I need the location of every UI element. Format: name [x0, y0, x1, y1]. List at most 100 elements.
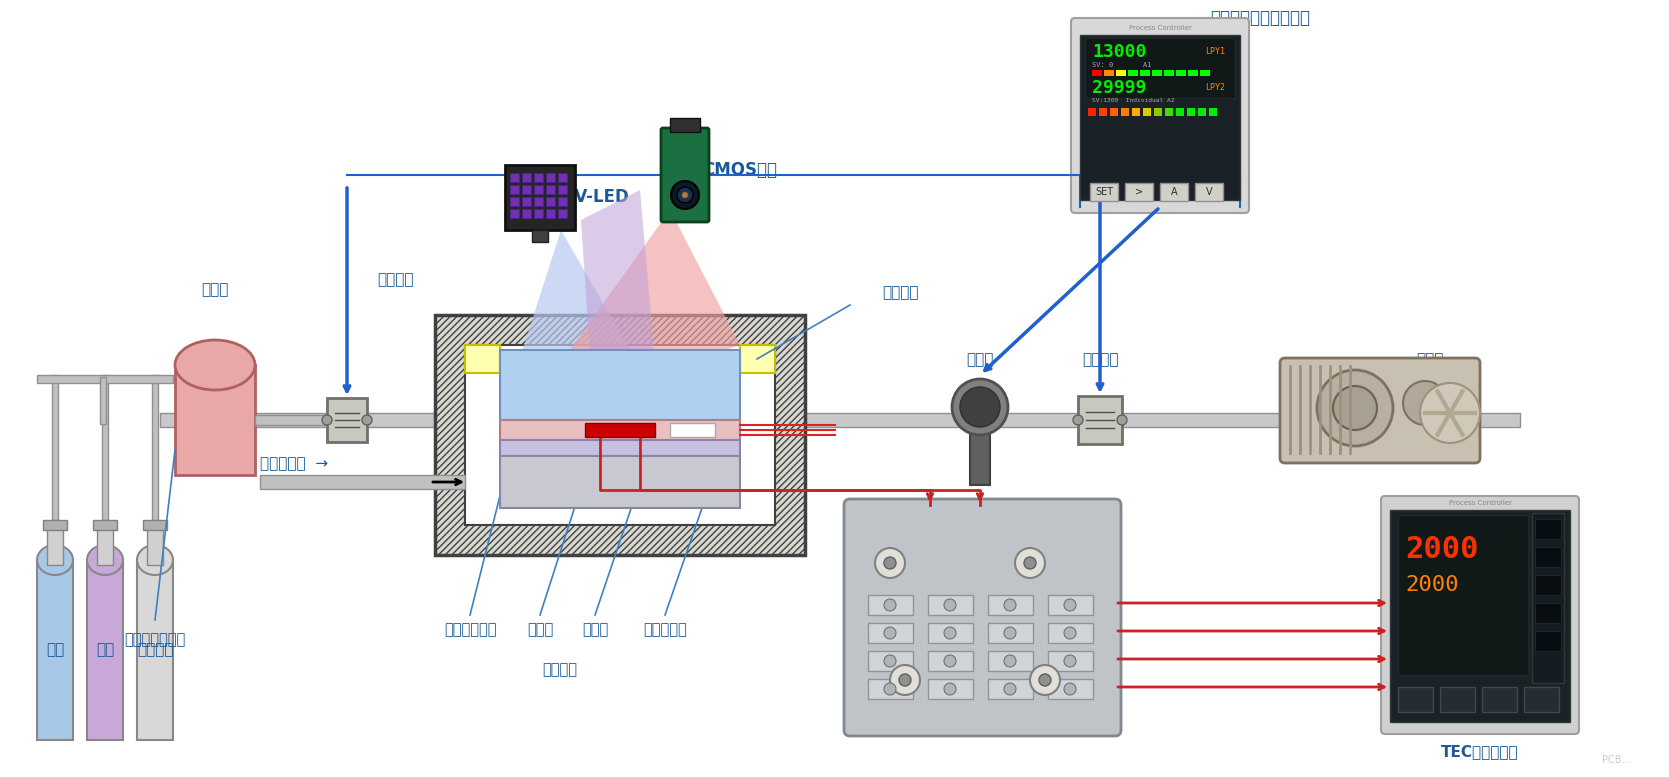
- Circle shape: [1065, 627, 1077, 639]
- Bar: [1208, 108, 1217, 116]
- Bar: [1103, 70, 1113, 76]
- Circle shape: [885, 655, 896, 667]
- Text: SET: SET: [1095, 187, 1113, 197]
- Bar: [1117, 70, 1127, 76]
- Bar: [1048, 595, 1093, 615]
- Bar: [466, 345, 501, 373]
- Bar: [1390, 510, 1571, 722]
- Circle shape: [951, 379, 1008, 435]
- Bar: [97, 525, 113, 565]
- Circle shape: [875, 548, 905, 578]
- Bar: [1177, 108, 1183, 116]
- Bar: [501, 440, 739, 456]
- Circle shape: [945, 683, 956, 695]
- Bar: [988, 595, 1033, 615]
- Text: 压力计: 压力计: [966, 353, 993, 368]
- Text: V: V: [1205, 187, 1212, 197]
- Circle shape: [1025, 557, 1036, 569]
- Text: SV: 0       A1: SV: 0 A1: [1092, 62, 1152, 68]
- Ellipse shape: [175, 340, 255, 390]
- Bar: [557, 185, 567, 194]
- Bar: [1399, 515, 1529, 675]
- Text: 电动针阀: 电动针阀: [377, 273, 414, 287]
- Ellipse shape: [37, 545, 73, 575]
- Bar: [175, 365, 255, 475]
- Text: SV:1300  Individual A2: SV:1300 Individual A2: [1092, 97, 1175, 103]
- Circle shape: [1005, 627, 1016, 639]
- Bar: [1125, 183, 1153, 201]
- Text: 混气罐: 混气罐: [202, 283, 229, 298]
- Bar: [1200, 70, 1210, 76]
- Bar: [532, 230, 547, 242]
- Text: 电动针阀: 电动针阀: [1082, 353, 1118, 368]
- Circle shape: [1005, 599, 1016, 611]
- Text: A: A: [1170, 187, 1177, 197]
- Bar: [557, 209, 567, 218]
- Bar: [466, 345, 774, 525]
- Bar: [1198, 108, 1207, 116]
- Circle shape: [960, 387, 1000, 427]
- Circle shape: [1317, 370, 1394, 446]
- Text: 2000: 2000: [1405, 575, 1459, 595]
- Bar: [47, 525, 63, 565]
- Circle shape: [1065, 599, 1077, 611]
- FancyBboxPatch shape: [661, 128, 709, 222]
- Text: LPY2: LPY2: [1205, 83, 1225, 92]
- Bar: [506, 165, 576, 230]
- Circle shape: [1005, 683, 1016, 695]
- Text: 水冷洗: 水冷洗: [604, 473, 636, 491]
- Bar: [1195, 183, 1223, 201]
- Circle shape: [683, 192, 688, 198]
- Circle shape: [362, 415, 372, 425]
- Bar: [557, 173, 567, 182]
- Circle shape: [885, 683, 896, 695]
- Circle shape: [671, 181, 699, 209]
- Bar: [102, 375, 108, 520]
- Bar: [546, 173, 556, 182]
- Bar: [1165, 108, 1173, 116]
- Bar: [522, 173, 531, 182]
- Circle shape: [885, 599, 896, 611]
- Text: 半导体制冷片: 半导体制冷片: [444, 622, 496, 637]
- Bar: [1163, 70, 1173, 76]
- Text: 氧气: 氧气: [95, 643, 113, 657]
- Bar: [43, 520, 67, 530]
- Bar: [1110, 108, 1118, 116]
- Bar: [522, 197, 531, 206]
- Bar: [1098, 108, 1107, 116]
- Circle shape: [1040, 674, 1051, 686]
- Bar: [868, 679, 913, 699]
- Bar: [1122, 108, 1128, 116]
- Text: 光学窗口: 光学窗口: [881, 285, 918, 301]
- FancyBboxPatch shape: [1071, 18, 1248, 213]
- Bar: [1048, 679, 1093, 699]
- Circle shape: [1030, 665, 1060, 695]
- Bar: [137, 560, 174, 740]
- Circle shape: [322, 415, 332, 425]
- Bar: [669, 423, 714, 437]
- Bar: [511, 209, 519, 218]
- Circle shape: [1404, 381, 1447, 425]
- Bar: [1128, 70, 1138, 76]
- Bar: [1535, 631, 1561, 651]
- Circle shape: [1073, 415, 1083, 425]
- Polygon shape: [501, 230, 629, 420]
- Bar: [546, 209, 556, 218]
- Bar: [160, 413, 1520, 427]
- Text: PCB...: PCB...: [1602, 755, 1631, 765]
- Bar: [546, 185, 556, 194]
- Bar: [988, 651, 1033, 671]
- Bar: [928, 623, 973, 643]
- Bar: [37, 560, 73, 740]
- Bar: [868, 595, 913, 615]
- Bar: [52, 375, 58, 520]
- Bar: [1535, 547, 1561, 567]
- Circle shape: [1005, 655, 1016, 667]
- Bar: [100, 377, 107, 424]
- Circle shape: [1065, 655, 1077, 667]
- Bar: [1092, 70, 1102, 76]
- Bar: [739, 345, 774, 373]
- Bar: [1188, 70, 1198, 76]
- Bar: [1152, 70, 1162, 76]
- Bar: [534, 173, 542, 182]
